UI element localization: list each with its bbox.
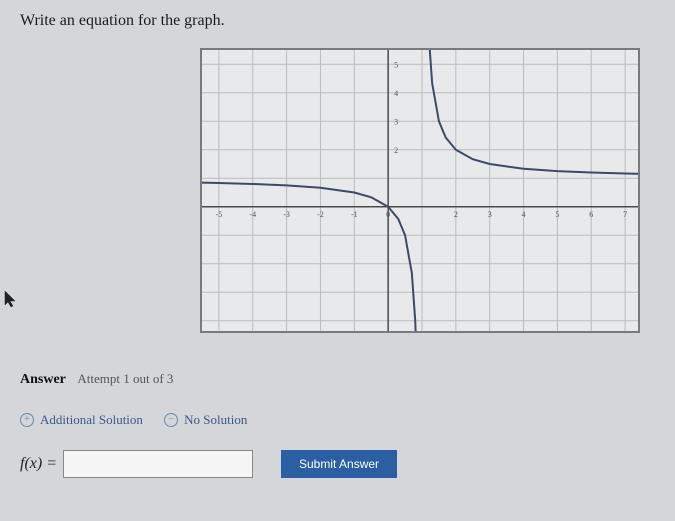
equation-input[interactable] xyxy=(63,450,253,478)
svg-text:6: 6 xyxy=(589,210,593,219)
svg-text:4: 4 xyxy=(394,89,398,98)
svg-text:0: 0 xyxy=(386,210,390,219)
svg-text:5: 5 xyxy=(555,210,559,219)
no-solution-button[interactable]: − No Solution xyxy=(164,412,247,428)
attempt-text: Attempt 1 out of 3 xyxy=(77,371,173,386)
graph-panel: -5 -4 -3 -2 -1 0 2 3 4 5 6 7 2 3 4 5 xyxy=(200,48,640,333)
plus-circle-icon: + xyxy=(20,413,34,427)
svg-text:5: 5 xyxy=(394,60,398,69)
fx-label: f(x) = xyxy=(20,455,57,473)
svg-text:-2: -2 xyxy=(317,210,324,219)
svg-text:-3: -3 xyxy=(283,210,290,219)
svg-text:4: 4 xyxy=(522,210,526,219)
svg-text:-4: -4 xyxy=(249,210,256,219)
graph-svg: -5 -4 -3 -2 -1 0 2 3 4 5 6 7 2 3 4 5 xyxy=(202,50,640,333)
svg-text:3: 3 xyxy=(394,117,398,126)
svg-text:2: 2 xyxy=(394,146,398,155)
additional-solution-button[interactable]: + Additional Solution xyxy=(20,412,143,428)
cursor-icon xyxy=(4,290,18,313)
svg-text:-5: -5 xyxy=(216,210,223,219)
answer-heading-row: Answer Attempt 1 out of 3 xyxy=(20,371,655,388)
answer-heading: Answer xyxy=(20,372,66,387)
submit-button[interactable]: Submit Answer xyxy=(281,450,397,478)
svg-text:7: 7 xyxy=(623,210,627,219)
input-row: f(x) = Submit Answer xyxy=(20,450,655,478)
svg-text:-1: -1 xyxy=(351,210,358,219)
svg-text:2: 2 xyxy=(454,210,458,219)
no-solution-label: No Solution xyxy=(184,412,247,428)
options-row: + Additional Solution − No Solution xyxy=(20,410,655,428)
svg-text:3: 3 xyxy=(488,210,492,219)
question-prompt: Write an equation for the graph. xyxy=(20,12,655,30)
minus-circle-icon: − xyxy=(164,413,178,427)
additional-solution-label: Additional Solution xyxy=(40,412,143,428)
